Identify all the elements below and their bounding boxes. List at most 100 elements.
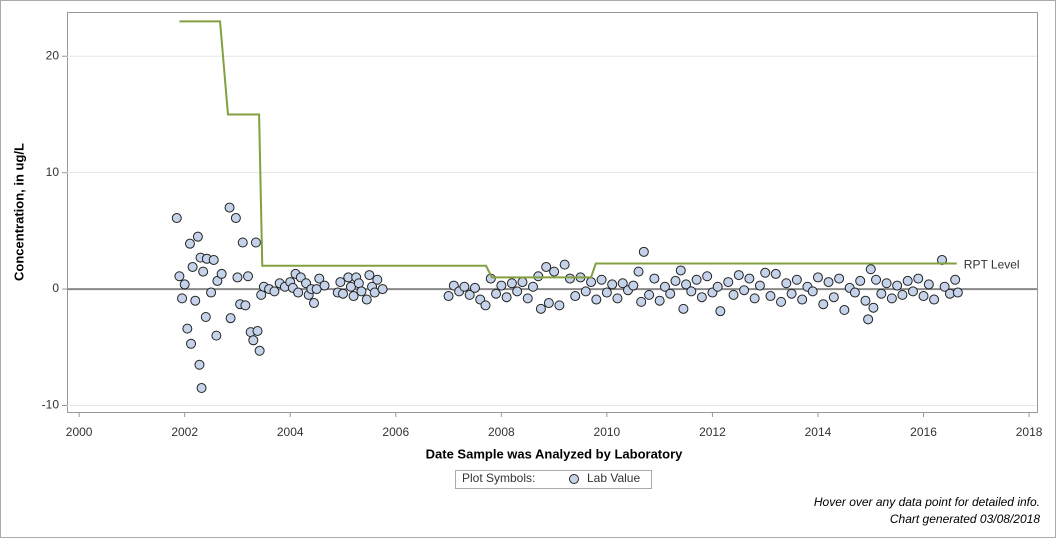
data-point[interactable] [250, 237, 261, 248]
data-point[interactable] [194, 359, 205, 370]
data-point[interactable] [678, 303, 689, 314]
data-point[interactable] [754, 280, 765, 291]
data-point[interactable] [612, 293, 623, 304]
data-point[interactable] [781, 278, 792, 289]
data-point[interactable] [654, 295, 665, 306]
data-point[interactable] [770, 268, 781, 279]
data-point[interactable] [855, 275, 866, 286]
data-point[interactable] [863, 314, 874, 325]
data-point[interactable] [715, 306, 726, 317]
data-point[interactable] [348, 291, 359, 302]
data-point[interactable] [897, 289, 908, 300]
data-point[interactable] [243, 271, 254, 282]
data-point[interactable] [849, 287, 860, 298]
data-point[interactable] [240, 300, 251, 311]
data-point[interactable] [929, 294, 940, 305]
data-point[interactable] [372, 274, 383, 285]
data-point[interactable] [230, 213, 241, 224]
data-point[interactable] [293, 287, 304, 298]
data-point[interactable] [665, 288, 676, 299]
data-point[interactable] [765, 291, 776, 302]
data-point[interactable] [237, 237, 248, 248]
data-point[interactable] [950, 274, 961, 285]
data-point[interactable] [338, 288, 349, 299]
data-point[interactable] [617, 278, 628, 289]
data-point[interactable] [749, 293, 760, 304]
data-point[interactable] [356, 286, 367, 297]
data-point[interactable] [580, 286, 591, 297]
data-point[interactable] [269, 286, 280, 297]
data-point[interactable] [186, 338, 197, 349]
data-point[interactable] [659, 281, 670, 292]
data-point[interactable] [681, 279, 692, 290]
data-point[interactable] [733, 270, 744, 281]
data-point[interactable] [353, 278, 364, 289]
data-point[interactable] [319, 280, 330, 291]
data-point[interactable] [535, 303, 546, 314]
data-point[interactable] [200, 312, 211, 323]
data-point[interactable] [187, 261, 198, 272]
data-point[interactable] [786, 288, 797, 299]
data-point[interactable] [335, 277, 346, 288]
data-point[interactable] [248, 335, 259, 346]
data-point[interactable] [797, 294, 808, 305]
data-point[interactable] [828, 292, 839, 303]
data-point[interactable] [224, 202, 235, 213]
data-point[interactable] [554, 300, 565, 311]
data-point[interactable] [225, 313, 236, 324]
data-point[interactable] [876, 288, 887, 299]
data-point[interactable] [670, 275, 681, 286]
data-point[interactable] [541, 261, 552, 272]
data-point[interactable] [252, 325, 263, 336]
data-point[interactable] [570, 291, 581, 302]
data-point[interactable] [308, 298, 319, 309]
data-point[interactable] [491, 288, 502, 299]
data-point[interactable] [174, 271, 185, 282]
data-point[interactable] [196, 383, 207, 394]
data-point[interactable] [675, 265, 686, 276]
data-point[interactable] [601, 287, 612, 298]
data-point[interactable] [596, 274, 607, 285]
data-point[interactable] [649, 273, 660, 284]
data-point[interactable] [760, 267, 771, 278]
data-point[interactable] [818, 299, 829, 310]
data-point[interactable] [469, 282, 480, 293]
data-point[interactable] [512, 286, 523, 297]
data-point[interactable] [607, 279, 618, 290]
data-point[interactable] [480, 300, 491, 311]
data-point[interactable] [171, 213, 182, 224]
data-point[interactable] [702, 271, 713, 282]
data-point[interactable] [501, 292, 512, 303]
data-point[interactable] [952, 287, 963, 298]
data-point[interactable] [459, 281, 470, 292]
data-point[interactable] [636, 296, 647, 307]
data-point[interactable] [937, 254, 948, 265]
data-point[interactable] [517, 277, 528, 288]
data-point[interactable] [871, 274, 882, 285]
data-point[interactable] [868, 302, 879, 313]
data-point[interactable] [543, 298, 554, 309]
data-point[interactable] [443, 291, 454, 302]
data-point[interactable] [564, 273, 575, 284]
data-point[interactable] [377, 284, 388, 295]
data-point[interactable] [533, 271, 544, 282]
data-point[interactable] [206, 287, 217, 298]
data-point[interactable] [192, 231, 203, 242]
data-point[interactable] [728, 289, 739, 300]
data-point[interactable] [216, 268, 227, 279]
data-point[interactable] [865, 264, 876, 275]
data-point[interactable] [256, 289, 267, 300]
data-point[interactable] [549, 266, 560, 277]
data-point[interactable] [506, 278, 517, 289]
data-point[interactable] [184, 238, 195, 249]
data-point[interactable] [496, 280, 507, 291]
data-point[interactable] [892, 280, 903, 291]
data-point[interactable] [712, 281, 723, 292]
data-point[interactable] [179, 279, 190, 290]
data-point[interactable] [913, 273, 924, 284]
data-point[interactable] [177, 293, 188, 304]
data-point[interactable] [361, 294, 372, 305]
data-point[interactable] [723, 277, 734, 288]
data-point[interactable] [907, 286, 918, 297]
data-point[interactable] [254, 345, 265, 356]
